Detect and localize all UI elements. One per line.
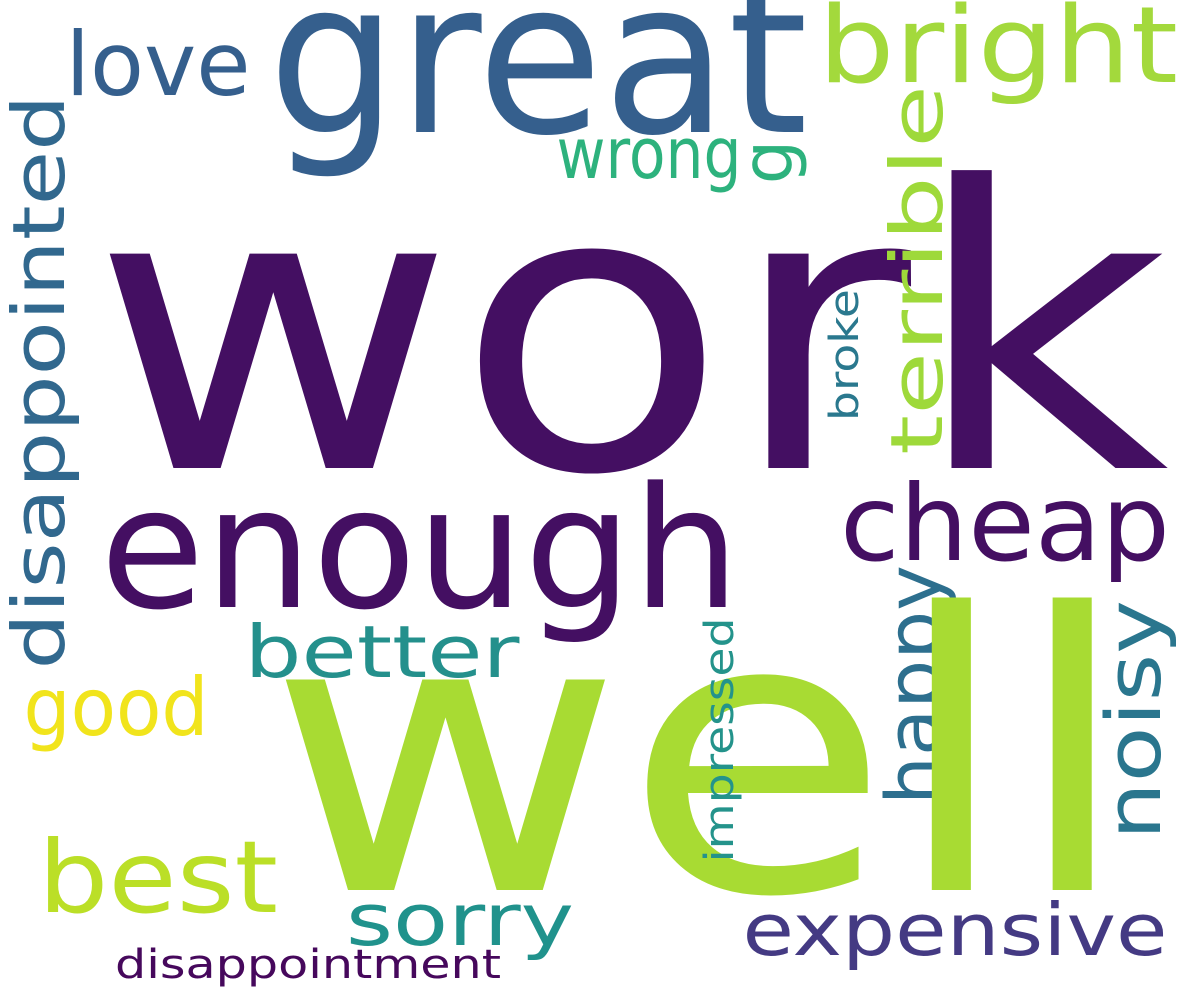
word-broke: broke xyxy=(822,289,868,421)
word-expensive: expensive xyxy=(743,888,1168,972)
word-bright: bright xyxy=(818,0,1178,107)
word-better: better xyxy=(245,610,520,694)
word-sorry: sorry xyxy=(346,878,574,962)
word-noisy: noisy xyxy=(1089,600,1178,840)
word-love: love xyxy=(66,13,251,116)
word-wrong: wrong xyxy=(557,113,742,195)
word-enough: enough xyxy=(100,451,740,647)
word-cheap: cheap xyxy=(840,463,1170,585)
word-great: great xyxy=(268,0,808,183)
word-best: best xyxy=(38,819,278,936)
word-good: good xyxy=(24,661,209,754)
word-disappointment: disappointment xyxy=(115,942,501,988)
word-work: work xyxy=(91,105,1169,561)
word-happy: happy xyxy=(869,565,958,805)
word-g-vertical: g xyxy=(727,140,809,184)
word-well: well xyxy=(268,533,1133,981)
word-disappointed: disappointed xyxy=(0,95,81,670)
word-terrible: terrible xyxy=(875,85,959,455)
word-impressed: impressed xyxy=(697,618,743,863)
